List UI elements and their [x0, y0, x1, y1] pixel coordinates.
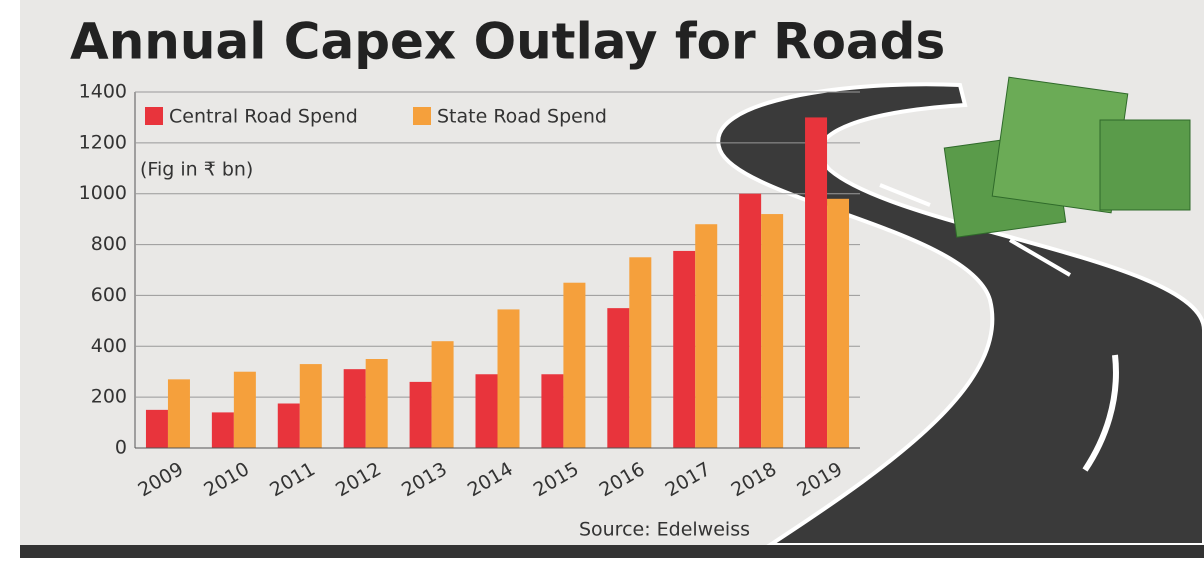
bar [278, 404, 300, 449]
bar [541, 374, 563, 448]
y-tick-label: 400 [91, 335, 127, 357]
footer-bar [20, 545, 1204, 558]
y-tick-label: 1400 [79, 81, 127, 103]
bar [146, 410, 168, 448]
bar [366, 359, 388, 448]
y-tick-label: 800 [91, 233, 127, 255]
bar [476, 374, 498, 448]
subtitle: (Fig in ₹ bn) [140, 159, 253, 181]
bar [168, 379, 190, 448]
legend-label: Central Road Spend [169, 106, 358, 128]
bar [761, 214, 783, 448]
bar [410, 382, 432, 448]
bar [607, 308, 629, 448]
bar [344, 369, 366, 448]
chart-title: Annual Capex Outlay for Roads [70, 13, 945, 71]
source: Source: Edelweiss [579, 519, 750, 541]
bar [827, 199, 849, 448]
bar [673, 251, 695, 448]
bar [695, 224, 717, 448]
y-tick-label: 1200 [79, 131, 127, 153]
y-tick-label: 200 [91, 386, 127, 408]
bar [300, 364, 322, 448]
legend-swatch [413, 107, 431, 125]
bar [234, 372, 256, 448]
bar [212, 412, 234, 448]
legend-label: State Road Spend [437, 106, 607, 128]
y-tick-label: 1000 [79, 182, 127, 204]
bar [432, 341, 454, 448]
legend-swatch [145, 107, 163, 125]
bar [498, 309, 520, 448]
y-tick-label: 0 [115, 437, 127, 459]
bar [739, 194, 761, 448]
bar [629, 257, 651, 448]
y-tick-label: 600 [91, 284, 127, 306]
bar [563, 283, 585, 448]
bar [805, 117, 827, 448]
chart: Annual Capex Outlay for Roads (Fig in ₹ … [0, 0, 1204, 568]
